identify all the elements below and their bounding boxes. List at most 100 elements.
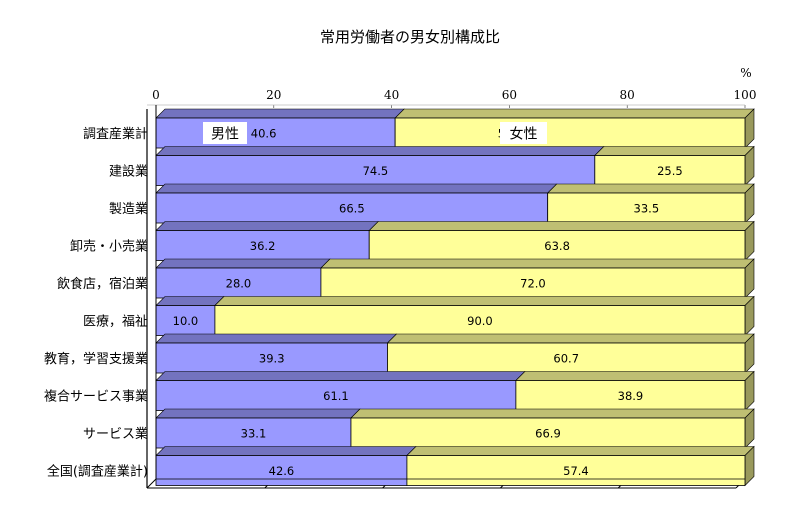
bar	[594, 155, 746, 186]
legend-box	[203, 122, 247, 144]
bar-segment-male: 61.1	[155, 371, 526, 411]
data-label: 66.9	[535, 427, 561, 441]
category-label: 全国(調査産業計)	[47, 464, 148, 480]
bar-segment-male: 33.1	[155, 408, 361, 449]
data-label: 57.4	[563, 464, 589, 478]
bar-segment-male: 39.3	[155, 333, 398, 374]
bar-segment-male: 42.6	[155, 446, 417, 486]
bar	[155, 342, 388, 374]
x-tick-label: 60	[502, 88, 517, 102]
category-label: 教育，学習支援業	[44, 351, 148, 367]
bar-top-face	[594, 146, 755, 156]
bar-segment-female: 59.4	[394, 108, 755, 149]
category-label: 複合サービス事業	[44, 389, 148, 405]
bar-top-face	[155, 146, 605, 156]
bar-segment-female: 63.8	[368, 220, 755, 262]
x-tick-label: 80	[620, 88, 635, 102]
bar-top-face	[320, 258, 755, 269]
category-labels: 調査産業計建設業製造業卸売・小売業飲食店，宿泊業医療，福祉教育，学習支援業複合サ…	[44, 126, 148, 480]
data-label: 38.9	[618, 389, 644, 403]
bar-top-face	[155, 108, 405, 119]
bar	[155, 380, 517, 411]
x-tick-label: 0	[152, 88, 160, 102]
bar	[515, 380, 746, 411]
bar-top-face	[155, 371, 526, 381]
bar-segment-male: 36.2	[155, 221, 379, 261]
category-label: 卸売・小売業	[70, 239, 148, 255]
unit-label: %	[740, 66, 751, 80]
bar-segment-female: 72.0	[320, 258, 755, 299]
category-label: 建設業	[109, 164, 148, 180]
bar	[387, 342, 746, 374]
legend-box	[500, 122, 547, 144]
data-label: 33.1	[241, 427, 267, 441]
bar-segment-male: 74.5	[155, 146, 605, 186]
bar	[368, 230, 746, 261]
data-label: 66.5	[339, 202, 365, 216]
data-label: 90.0	[467, 314, 493, 328]
bar-top-face	[214, 296, 755, 306]
bar-segment-female: 25.5	[594, 145, 755, 187]
bar-segment-male: 40.6	[155, 108, 405, 149]
category-label: 調査産業計	[83, 126, 148, 142]
x-axis-ticks: 0 20 40 60 80 100	[152, 88, 756, 102]
bar-segment-male: 28.0	[155, 258, 331, 299]
bar	[320, 267, 746, 299]
bar-top-face	[155, 183, 558, 194]
bar-segment-female: 66.9	[350, 408, 755, 449]
bar-top-face	[155, 221, 379, 231]
x-tick-label: 20	[266, 88, 281, 102]
bar-top-face	[546, 183, 755, 194]
data-label: 42.6	[269, 464, 295, 478]
bar	[547, 192, 746, 224]
bar-top-face	[155, 296, 225, 306]
bar-top-face	[350, 408, 755, 419]
bar-top-face	[386, 333, 755, 344]
bar-top-face	[394, 108, 755, 119]
data-label: 61.1	[323, 389, 349, 403]
bar	[394, 117, 746, 149]
category-label: 飲食店，宿泊業	[57, 276, 148, 292]
bar-top-face	[515, 371, 755, 381]
bar	[155, 305, 216, 336]
x-tick-label: 40	[384, 88, 399, 102]
bar-top-face	[406, 446, 755, 456]
bar-segment-male: 66.5	[155, 183, 558, 224]
x-tick-label: 100	[734, 88, 757, 102]
bar	[406, 455, 746, 486]
bar-segment-female: 38.9	[515, 370, 755, 412]
data-label: 33.5	[634, 202, 660, 216]
bar	[350, 417, 746, 449]
category-label: 医療，福祉	[83, 315, 148, 330]
bar-segment-male: 10.0	[155, 296, 225, 336]
bar-top-face	[155, 446, 417, 456]
bar-top-face	[368, 221, 755, 231]
data-label: 72.0	[520, 277, 546, 291]
chart-title: 常用労働者の男女別構成比	[320, 28, 500, 46]
data-label: 28.0	[226, 277, 252, 291]
category-label: 製造業	[109, 201, 148, 217]
bar-segment-female: 33.5	[546, 183, 755, 224]
data-label: 40.6	[251, 127, 277, 141]
floor-edge	[146, 478, 157, 489]
bars: 40.6 59.4 74.5 25.5 66.5 33.5 36.2 63.8 28.0 72.0…	[155, 108, 755, 487]
data-label: 60.7	[553, 352, 579, 366]
category-label: サービス業	[83, 426, 148, 442]
bar-top-face	[155, 333, 398, 344]
legend-label: 女性	[510, 126, 538, 143]
bar-top-face	[155, 258, 331, 269]
bar-segment-female: 60.7	[386, 333, 755, 374]
bar-top-face	[155, 408, 361, 419]
data-label: 36.2	[250, 239, 276, 253]
bar	[155, 155, 596, 186]
legend-label: 男性	[211, 127, 239, 143]
bar-segment-female: 57.4	[406, 445, 755, 487]
data-label: 10.0	[173, 314, 199, 328]
bar-segment-female: 90.0	[214, 295, 755, 337]
data-label: 74.5	[363, 164, 389, 178]
data-label: 39.3	[259, 352, 285, 366]
data-label: 25.5	[657, 164, 683, 178]
data-label: 63.8	[544, 239, 570, 253]
axes	[146, 105, 745, 489]
